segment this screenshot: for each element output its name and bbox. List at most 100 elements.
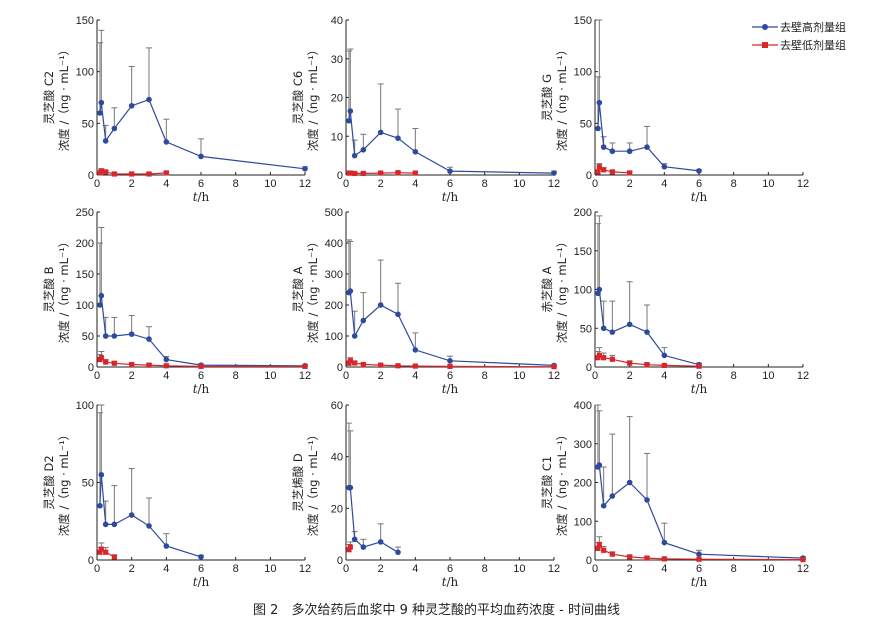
x-tick-label: 12 [299,563,311,575]
series-line-high [348,111,555,174]
series-line-high [348,289,555,366]
y-tick-label: 20 [331,93,343,105]
data-point-high [447,168,453,174]
x-tick-label: 12 [797,370,809,382]
data-point-low [347,544,353,550]
y-tick-label: 40 [331,15,343,27]
data-point-high [609,493,616,499]
data-point-high [644,144,650,150]
y-tick-label: 500 [325,207,343,219]
data-point-high [111,521,118,528]
data-point-low [347,170,353,176]
data-point-low [601,547,607,553]
data-point-low [644,555,650,561]
y-tick-label: 100 [76,67,94,79]
x-tick-label: 2 [129,370,135,382]
data-point-high [661,539,668,546]
y-tick-label: 40 [331,452,343,464]
x-tick-label: 10 [762,370,774,382]
data-point-high [102,333,109,339]
y-tick-label: 0 [88,362,94,374]
y-tick-label: 50 [580,323,592,335]
x-tick-label: 0 [592,370,598,382]
series-line-high [348,487,399,553]
y-tick-label: 0 [586,170,592,182]
data-point-low [129,361,135,368]
y-axis-label-unit: 浓度 /（ng · mL⁻¹） [57,44,71,151]
data-point-low [111,554,117,560]
data-point-high [595,125,601,132]
y-axis-label-compound: 赤芝酸 A [540,266,554,312]
y-tick-label: 100 [574,516,592,528]
data-point-high [163,356,170,363]
x-axis-label: t/h [193,382,210,396]
x-tick-label: 6 [696,178,702,190]
data-point-low [800,557,806,563]
data-point-high [102,138,109,144]
panel-1: 0 2 4 6 8 10 12 0 50 100 150 t/h 灵芝酸 C2 浓度 /（ng · mL⁻… [42,15,311,204]
x-tick-label: 0 [94,370,100,382]
data-point-high [111,125,118,132]
data-point-low [627,360,633,366]
y-tick-label: 10 [331,131,343,143]
x-tick-label: 0 [592,178,598,190]
series-line-high [597,463,804,559]
data-point-low [601,167,607,173]
data-point-high [696,168,702,174]
data-point-high [360,317,367,324]
y-tick-label: 150 [76,15,94,27]
x-tick-label: 4 [412,178,418,190]
y-tick-label: 50 [82,118,94,130]
x-axis-label: t/h [442,190,459,204]
data-point-high [600,144,607,150]
data-point-high [97,302,103,308]
panel-7: 0 2 4 6 8 10 12 0 50 100 t/h 灵芝酸 D2 浓度 /（ng · mL⁻¹） [42,400,311,589]
data-point-high [128,102,135,109]
data-point-low [347,358,353,364]
data-point-low [111,360,117,366]
data-point-high [661,163,668,170]
y-tick-label: 200 [574,478,592,490]
y-tick-label: 200 [574,207,592,219]
series-line-high [597,102,700,172]
panel-2: 0 2 4 6 8 10 12 0 10 20 30 40 t/h 灵芝酸 C6 浓度 /（ng · mL⁻… [291,15,560,204]
x-tick-label: 10 [513,563,525,575]
x-tick-label: 6 [447,178,453,190]
y-tick-label: 0 [586,555,592,567]
data-point-low [111,171,117,177]
data-point-low [360,170,366,177]
data-point-high [346,117,352,124]
y-tick-label: 0 [586,362,592,374]
x-tick-label: 0 [343,370,349,382]
x-tick-label: 10 [264,178,276,190]
data-point-low [302,363,308,369]
data-point-low [378,362,384,368]
data-point-low [103,359,109,365]
x-tick-label: 4 [661,370,667,382]
y-tick-label: 50 [82,331,94,343]
x-tick-label: 2 [378,563,384,575]
panel-5: 0 2 4 6 8 10 12 0 100 200 300 400 500 t/h 灵芝酸 A 浓度 /（ng… [291,207,560,396]
x-tick-label: 2 [129,178,135,190]
data-point-low [352,360,358,366]
y-tick-label: 0 [88,555,94,567]
data-point-high [97,110,103,116]
x-axis-label: t/h [442,382,459,396]
y-tick-label: 300 [325,269,343,281]
data-point-high [98,99,105,106]
data-point-low [395,170,401,176]
data-point-high [626,321,633,328]
y-axis-label-unit: 浓度 /（ng · mL⁻¹） [555,44,569,151]
y-axis-label-compound: 灵芝酸 C2 [42,71,56,125]
y-tick-label: 300 [574,439,592,451]
data-point-high [111,333,118,339]
data-point-high [102,521,109,528]
x-tick-label: 0 [94,563,100,575]
data-point-low [596,352,602,358]
data-point-high [551,170,557,176]
x-tick-label: 6 [198,563,204,575]
data-point-high [163,543,170,549]
x-tick-label: 4 [163,370,169,382]
x-tick-label: 8 [482,370,488,382]
